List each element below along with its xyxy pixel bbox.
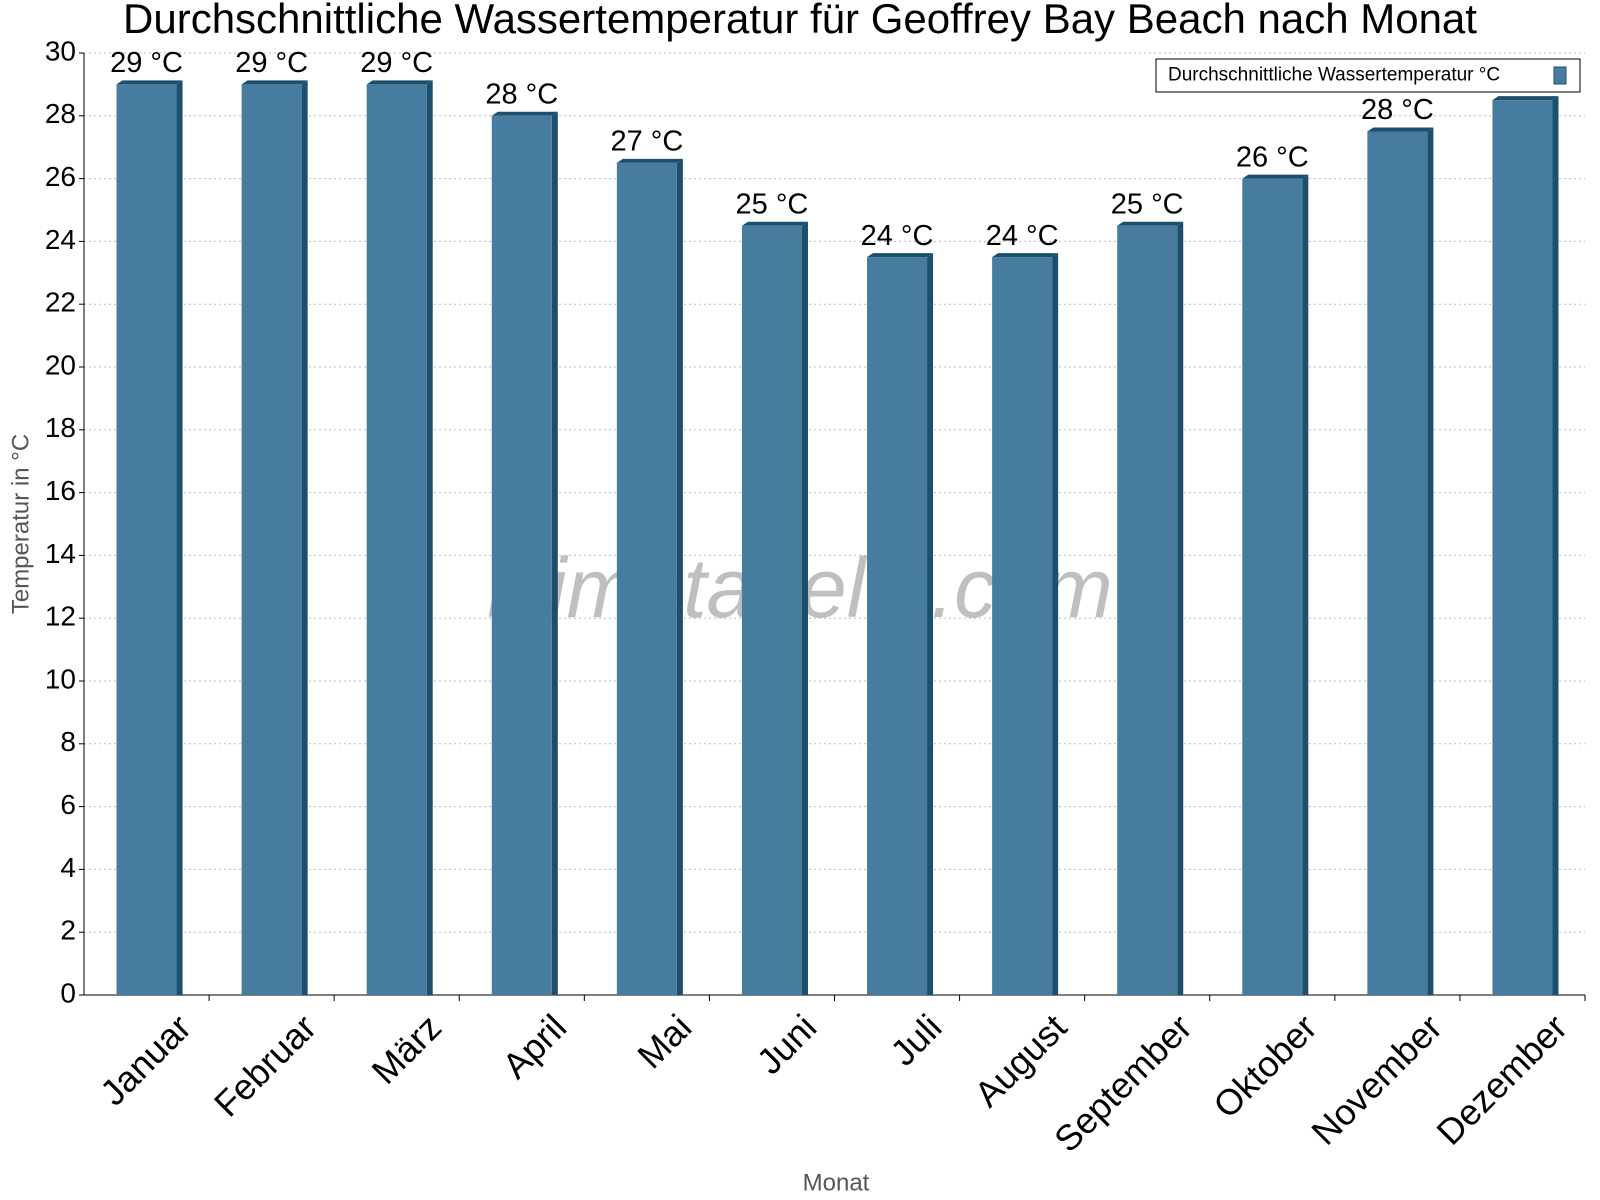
legend-label: Durchschnittliche Wassertemperatur °C: [1168, 65, 1500, 86]
x-tick-label: April: [494, 1006, 574, 1086]
value-label: 26 °C: [1236, 141, 1309, 173]
y-tick-label: 0: [60, 977, 76, 1008]
bar-top: [741, 221, 808, 226]
x-tick-label: März: [364, 1006, 450, 1092]
y-tick-label: 16: [45, 475, 76, 506]
bar: [1367, 131, 1428, 995]
bar-side: [301, 80, 308, 995]
y-tick-label: 20: [45, 349, 76, 380]
bar-side: [676, 158, 683, 995]
bar-top: [1242, 174, 1309, 179]
y-tick-label: 18: [45, 412, 76, 443]
value-label: 29 °C: [110, 47, 183, 79]
y-tick-label: 28: [45, 98, 76, 129]
legend-swatch: [1553, 66, 1567, 85]
bar-side: [551, 111, 558, 996]
bar-side: [1302, 174, 1309, 996]
bar-top: [616, 158, 683, 163]
y-tick-label: 12: [45, 601, 76, 632]
x-tick-label: Dezember: [1428, 1006, 1574, 1152]
value-label: 25 °C: [1111, 188, 1184, 220]
y-tick-label: 8: [60, 726, 76, 757]
x-tick-label: Oktober: [1205, 1006, 1325, 1126]
y-axis-label: Temperatur in °C: [7, 434, 34, 614]
bar: [116, 84, 177, 995]
value-label: 24 °C: [861, 220, 934, 252]
bar: [1117, 225, 1178, 995]
bar-top: [241, 80, 308, 85]
x-tick-label: August: [966, 1006, 1074, 1114]
x-axis-label: Monat: [803, 1169, 870, 1196]
x-tick-label: November: [1303, 1006, 1449, 1152]
bar: [241, 84, 302, 995]
x-tick-label: Juni: [749, 1006, 825, 1082]
bar-top: [867, 253, 934, 258]
value-label: 24 °C: [986, 220, 1059, 252]
value-label: 28 °C: [1361, 94, 1434, 126]
y-tick-label: 30: [45, 35, 76, 66]
bar-side: [176, 80, 183, 995]
y-tick-label: 4: [60, 852, 76, 883]
value-label: 27 °C: [610, 126, 683, 158]
y-tick-label: 26: [45, 161, 76, 192]
x-tick-label: September: [1046, 1006, 1200, 1160]
legend-box: [1155, 58, 1581, 93]
bar: [741, 225, 802, 995]
y-tick-label: 14: [45, 538, 76, 569]
x-tick-label: Juli: [882, 1006, 949, 1073]
y-tick-label: 2: [60, 915, 76, 946]
bar: [1242, 178, 1303, 996]
x-tick-label: Februar: [206, 1006, 324, 1124]
y-tick-label: 22: [45, 287, 76, 318]
bar-top: [1117, 221, 1184, 226]
bar: [992, 257, 1053, 996]
bar-top: [1367, 127, 1434, 132]
x-tick-label: Januar: [92, 1006, 199, 1113]
bar: [491, 115, 552, 996]
bar-side: [927, 253, 934, 996]
value-label: 28 °C: [485, 78, 558, 110]
x-tick-label: Mai: [629, 1006, 699, 1076]
value-label: 29 °C: [235, 47, 308, 79]
chart-title: Durchschnittliche Wassertemperatur für G…: [123, 0, 1477, 42]
y-tick-label: 10: [45, 663, 76, 694]
bar-side: [1052, 253, 1059, 996]
value-label: 29 °C: [360, 47, 433, 79]
y-tick-label: 24: [45, 224, 76, 255]
bar: [1492, 100, 1553, 996]
bar: [366, 84, 427, 995]
bar-side: [1177, 221, 1184, 995]
bar: [867, 257, 928, 996]
bar-side: [801, 221, 808, 995]
y-tick-label: 6: [60, 789, 76, 820]
bar: [616, 162, 677, 995]
value-label: 25 °C: [736, 188, 809, 220]
bar-top: [116, 80, 183, 85]
bar-side: [426, 80, 433, 995]
bar-top: [992, 253, 1059, 258]
bar-top: [1492, 96, 1559, 101]
bar-side: [1552, 96, 1559, 996]
bar-side: [1427, 127, 1434, 995]
bar-top: [366, 80, 433, 85]
bar-top: [491, 111, 558, 116]
